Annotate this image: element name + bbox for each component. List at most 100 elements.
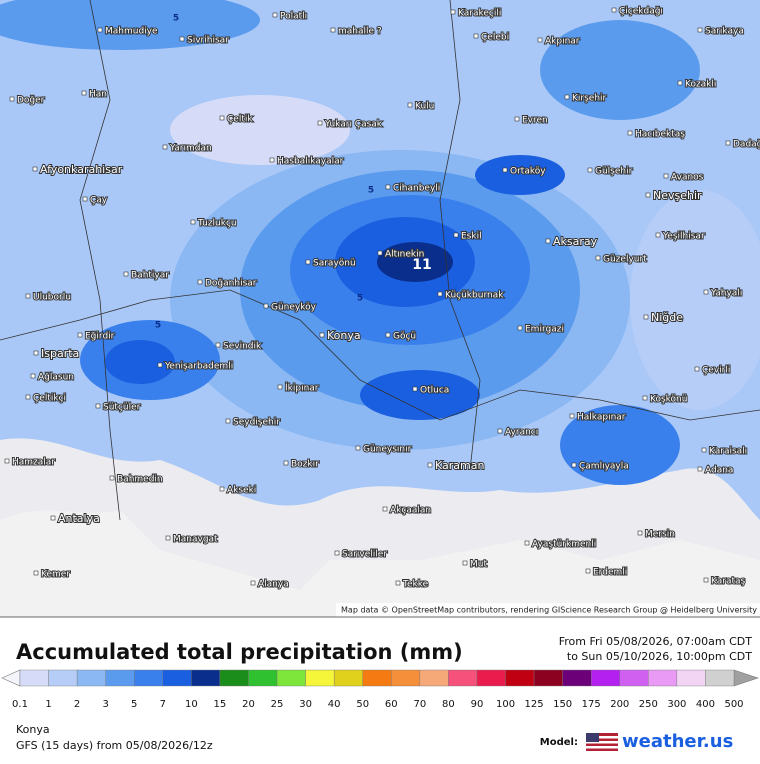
location: Konya: [16, 723, 50, 736]
legend-swatch: [248, 669, 278, 687]
contour-label: 5: [173, 14, 179, 24]
place-dot: [263, 303, 269, 309]
place-dot: [32, 166, 38, 172]
contour-label: 11: [412, 257, 431, 273]
legend-swatch: [76, 669, 106, 687]
place-dot: [382, 506, 388, 512]
place-dot: [637, 530, 643, 536]
place-dot: [627, 130, 633, 136]
place-dot: [725, 140, 731, 146]
legend-label: 150: [553, 699, 572, 710]
place-label: Yeşilhisar: [662, 232, 705, 242]
precip: [630, 190, 760, 410]
place-dot: [437, 291, 443, 297]
place-dot: [587, 167, 593, 173]
place-dot: [453, 232, 459, 238]
place-dot: [497, 428, 503, 434]
place-dot: [190, 219, 196, 225]
place-dot: [537, 37, 543, 43]
place-label: Çiçekdağı: [619, 7, 663, 17]
legend-swatch: [676, 669, 706, 687]
place-dot: [585, 568, 591, 574]
legend-label: 60: [385, 699, 398, 710]
legend-label: 10: [185, 699, 198, 710]
place-label: mahalle ?: [338, 27, 382, 37]
legend-label: 0.1: [12, 699, 28, 710]
place-label: Akseki: [227, 486, 256, 496]
place-dot: [272, 12, 278, 18]
place-label: Mahmudiye: [105, 27, 158, 37]
place-label: Otluca: [420, 386, 449, 396]
legend-label: 500: [724, 699, 743, 710]
place-label: Çeltik: [227, 115, 253, 125]
place-label: Alanya: [258, 580, 289, 590]
legend-label: 80: [442, 699, 455, 710]
precip: [105, 340, 175, 384]
precip: [377, 242, 453, 282]
attribution: Map data © OpenStreetMap contributors, r…: [341, 606, 757, 615]
place-label: İkipınar: [285, 383, 319, 394]
place-label: Sütçüler: [103, 403, 141, 413]
legend-swatch: [333, 669, 363, 687]
legend-label: 1: [45, 699, 51, 710]
place-label: Doğer: [17, 96, 45, 106]
place-dot: [427, 462, 433, 468]
place-label: Mersin: [645, 530, 675, 540]
place-label: Karaman: [435, 459, 484, 472]
legend-arrow-left: [1, 669, 21, 687]
precip: [475, 155, 565, 195]
place-label: Tekke: [402, 580, 429, 590]
place-dot: [82, 196, 88, 202]
place-label: Niğde: [651, 311, 683, 324]
place-label: Aksaray: [553, 235, 598, 248]
legend-swatch: [419, 669, 449, 687]
place-label: Mut: [470, 560, 487, 570]
legend-label: 40: [328, 699, 341, 710]
map: Polatlı Karakeçili Çiçekdağı Mahmudiye Sivri…: [0, 0, 760, 617]
place-label: Karakeçili: [458, 9, 501, 19]
place-label: Akpınar: [545, 37, 580, 47]
legend-swatch: [134, 669, 164, 687]
place-dot: [305, 259, 311, 265]
contour-label: 5: [368, 186, 374, 196]
place-label: Ortaköy: [510, 167, 546, 177]
place-label: Göçü: [393, 332, 416, 342]
place-dot: [165, 535, 171, 541]
place-dot: [162, 144, 168, 150]
place-dot: [377, 250, 383, 256]
legend-label: 400: [696, 699, 715, 710]
place-label: Hamzalar: [12, 458, 55, 468]
place-label: Karaisalı: [709, 447, 747, 457]
place-dot: [385, 332, 391, 338]
place-dot: [473, 33, 479, 39]
legend-label: 50: [356, 699, 369, 710]
place-label: Sivrihisar: [187, 36, 229, 46]
place-dot: [215, 342, 221, 348]
legend-swatch: [476, 669, 506, 687]
place-label: Ayrancı: [505, 428, 538, 438]
place-label: Kozaklı: [685, 80, 716, 90]
place-label: Bahmedin: [117, 475, 163, 485]
legend-label: 250: [639, 699, 658, 710]
place-label: Eskil: [461, 232, 482, 242]
place-label: Hasbalıkayalar: [277, 157, 344, 167]
place-label: Eğirdir: [85, 332, 115, 342]
legend-swatch: [48, 669, 78, 687]
place-label: Bahtiyar: [131, 271, 169, 281]
legend-swatch: [391, 669, 421, 687]
place-dot: [385, 184, 391, 190]
legend-swatch: [19, 669, 49, 687]
date-to: to Sun 05/10/2026, 10:00pm CDT: [567, 650, 752, 663]
legend-swatch: [191, 669, 221, 687]
place-dot: [330, 27, 336, 33]
place-label: Evren: [522, 116, 548, 126]
place-dot: [611, 7, 617, 13]
place-dot: [77, 332, 83, 338]
place-label: Yenişarbademli: [164, 362, 233, 372]
place-dot: [179, 36, 185, 42]
place-label: Konya: [327, 329, 361, 342]
legend-label: 200: [610, 699, 629, 710]
place-dot: [571, 462, 577, 468]
